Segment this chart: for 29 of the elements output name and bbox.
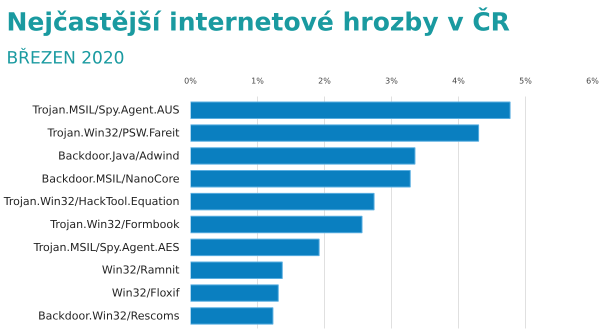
x-tick-label: 3% [385, 76, 398, 86]
y-tick-label: Trojan.MSIL/Spy.Agent.AES [32, 240, 180, 254]
chart-title: Nejčastější internetové hrozby v ČR [6, 6, 510, 36]
y-tick-label: Backdoor.Java/Adwind [58, 149, 180, 162]
x-tick-label: 0% [184, 76, 198, 86]
y-tick-label: Trojan.Win32/Formbook [49, 218, 180, 231]
bar [190, 192, 375, 210]
y-tick-label: Win32/Ramnit [102, 264, 180, 277]
bar [190, 216, 363, 234]
bar [190, 170, 411, 188]
x-tick-label: 5% [519, 76, 532, 86]
bar [190, 101, 511, 119]
x-tick-label: 4% [452, 76, 466, 86]
x-tick-label: 1% [251, 76, 264, 86]
x-tick-label: 6% [586, 76, 600, 86]
bar [190, 124, 480, 142]
bar [190, 238, 320, 256]
y-tick-label: Trojan.Win32/HackTool.Equation [2, 195, 180, 208]
y-tick-label: Trojan.Win32/PSW.Fareit [46, 126, 180, 140]
bar [190, 147, 416, 165]
chart-subtitle: BŘEZEN 2020 [6, 48, 124, 68]
y-tick-label: Trojan.MSIL/Spy.Agent.AUS [32, 104, 180, 117]
x-tick-label: 2% [318, 76, 332, 86]
y-tick-label: Win32/Floxif [112, 286, 181, 300]
y-tick-label: Backdoor.Win32/Rescoms [38, 309, 180, 322]
bar [190, 307, 274, 325]
bar [190, 261, 283, 279]
y-tick-label: Backdoor.MSIL/NanoCore [42, 172, 180, 186]
bar [190, 284, 279, 302]
